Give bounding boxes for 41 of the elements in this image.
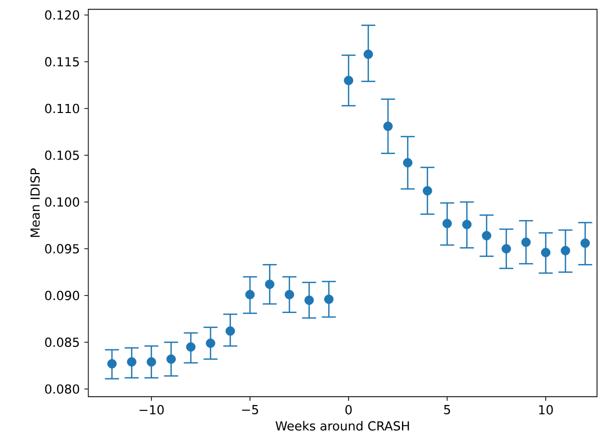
point	[580, 238, 590, 248]
y-tick-label: 0.120	[45, 10, 80, 20]
x-tick-label: 5	[444, 405, 450, 414]
point	[324, 294, 334, 304]
y-tick-label: 0.085	[45, 338, 79, 347]
y-tick-label: 0.080	[45, 384, 80, 394]
x-tick-label: −5	[242, 405, 258, 414]
y-tick-label: 0.090	[45, 290, 80, 300]
point	[462, 220, 472, 230]
y-axis-title: Mean IDISP	[30, 168, 40, 237]
point	[107, 359, 117, 368]
point	[482, 230, 492, 240]
point	[521, 238, 531, 247]
point	[422, 186, 432, 196]
point	[344, 76, 354, 86]
x-tick-label: 0	[345, 405, 352, 414]
y-tick-label: 0.100	[45, 197, 80, 207]
point	[265, 280, 274, 290]
x-tick-label: −10	[140, 405, 164, 414]
point	[245, 290, 255, 300]
point	[304, 296, 314, 305]
point	[541, 248, 550, 258]
y-tick-label: 0.095	[45, 244, 79, 254]
point	[502, 244, 512, 254]
point	[186, 342, 196, 352]
point	[146, 357, 156, 367]
point	[560, 246, 570, 256]
point	[364, 50, 373, 59]
x-tick-label: 10	[539, 405, 553, 414]
point	[403, 158, 412, 168]
point	[442, 218, 452, 228]
point	[206, 338, 216, 348]
x-axis-title: Weeks around CRASH	[276, 420, 409, 431]
y-tick-label: 0.110	[45, 104, 80, 114]
y-tick-label: 0.105	[45, 150, 79, 160]
point	[226, 326, 235, 336]
point	[284, 290, 294, 300]
point	[166, 354, 176, 364]
y-tick-label: 0.115	[45, 57, 79, 66]
point	[383, 122, 393, 131]
point	[126, 357, 136, 367]
